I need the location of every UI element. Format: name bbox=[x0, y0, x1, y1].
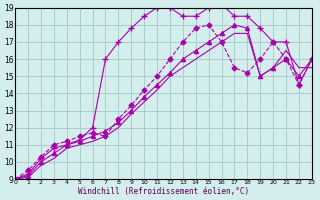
X-axis label: Windchill (Refroidissement éolien,°C): Windchill (Refroidissement éolien,°C) bbox=[78, 187, 249, 196]
